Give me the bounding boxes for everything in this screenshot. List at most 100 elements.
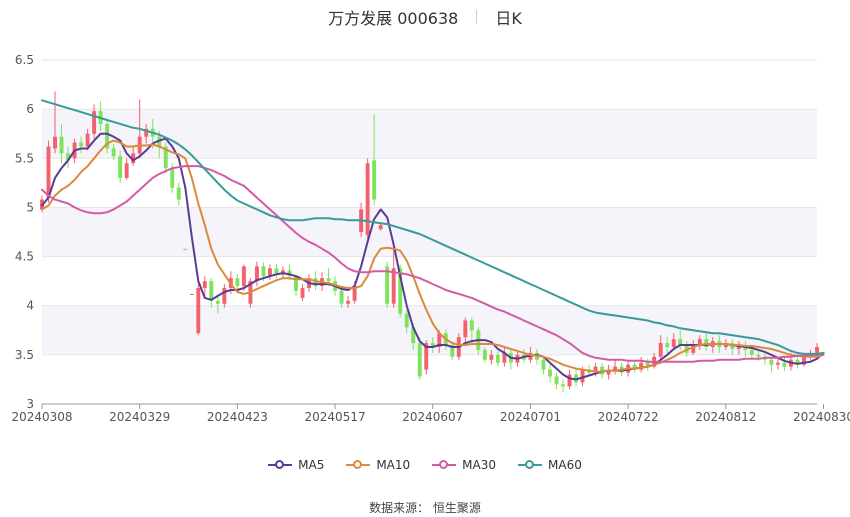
legend-item-ma5[interactable]: MA5 <box>268 458 324 472</box>
candle-body <box>678 339 683 346</box>
candle-body <box>489 354 494 360</box>
candle-body <box>632 364 637 370</box>
y-tick-label: 5.5 <box>15 151 34 165</box>
candle-body <box>378 225 383 230</box>
candle-body <box>775 362 780 365</box>
candle-body <box>85 133 90 147</box>
candle-body <box>326 278 331 282</box>
title-separator <box>476 10 478 24</box>
candle-body <box>463 320 468 338</box>
candle-body <box>352 286 357 301</box>
candle-body <box>469 320 474 331</box>
candle-body <box>593 366 598 373</box>
candle-body <box>450 345 455 357</box>
candle-body <box>105 123 110 149</box>
candle-body <box>495 354 500 363</box>
candle-body <box>267 268 272 277</box>
legend-item-ma30[interactable]: MA30 <box>432 458 496 472</box>
candle-body <box>111 148 116 157</box>
candle-body <box>600 366 605 375</box>
candle-body <box>749 349 754 355</box>
x-tick-label: 20240517 <box>305 410 366 424</box>
candle-body <box>391 268 396 304</box>
candle-body <box>346 300 351 304</box>
y-tick-label: 4 <box>26 299 34 313</box>
candle-body <box>79 142 84 147</box>
candle-body <box>294 276 298 291</box>
candle-body <box>124 163 129 178</box>
legend-label-ma10: MA10 <box>376 458 411 472</box>
candle-body <box>502 352 507 363</box>
legend-item-ma60[interactable]: MA60 <box>518 458 582 472</box>
candle-body <box>53 136 57 149</box>
ma5-legend-icon <box>268 459 293 471</box>
y-tick-label: 3 <box>26 397 34 411</box>
candle-body <box>411 327 416 344</box>
candle-body <box>300 288 305 298</box>
candle-body <box>723 343 728 347</box>
candle-body <box>430 343 435 347</box>
x-tick-label: 20240722 <box>598 410 659 424</box>
data-source: 数据来源： 恒生聚源 <box>369 501 481 515</box>
x-tick-label: 20240830 <box>793 410 850 424</box>
grid-band <box>42 207 817 257</box>
candle-body <box>176 187 181 200</box>
candle-body <box>66 153 71 161</box>
candle-body <box>163 146 168 169</box>
candle-body <box>274 268 279 275</box>
candle-body <box>671 339 676 347</box>
y-tick-label: 5 <box>26 200 34 214</box>
candle-body <box>92 111 97 134</box>
x-tick-label: 20240423 <box>207 410 268 424</box>
candle-body <box>756 354 761 357</box>
candle-body <box>606 369 611 375</box>
candle-body <box>815 346 819 353</box>
legend-label-ma60: MA60 <box>548 458 582 472</box>
candle-body <box>567 374 572 387</box>
candle-body <box>170 168 175 188</box>
candle-body <box>554 376 559 385</box>
ma10-line <box>41 139 825 373</box>
candle-body <box>209 281 214 301</box>
candle-body <box>281 270 285 275</box>
candle-body <box>385 266 390 304</box>
candle-body <box>118 156 123 178</box>
grid-band <box>42 109 817 159</box>
candle-body <box>691 345 696 353</box>
candle-body <box>131 153 136 164</box>
candle-body <box>697 339 702 346</box>
candle-body <box>404 313 409 328</box>
candle-body <box>183 248 188 250</box>
candle-body <box>561 384 565 387</box>
candle-body <box>144 128 149 137</box>
legend-item-ma10[interactable]: MA10 <box>346 458 410 472</box>
candle-body <box>665 343 670 347</box>
candle-body <box>782 362 787 367</box>
candle-body <box>769 359 774 365</box>
period-label: 日K <box>495 9 522 28</box>
candle-body <box>541 359 546 370</box>
candle-body <box>365 163 370 235</box>
y-tick-label: 6 <box>26 102 34 116</box>
legend-label-ma5: MA5 <box>298 458 325 472</box>
y-tick-label: 4.5 <box>15 250 34 264</box>
chart-legend: MA5 MA10 MA30 MA60 <box>0 458 850 472</box>
candle-body <box>372 160 377 200</box>
ma30-line <box>41 165 825 363</box>
candle-body <box>580 369 585 383</box>
candle-body <box>46 146 51 198</box>
candle-body <box>795 359 800 365</box>
x-tick-label: 20240812 <box>695 410 756 424</box>
x-tick-label: 20240607 <box>402 410 463 424</box>
candle-body <box>548 369 552 377</box>
candle-body <box>59 136 64 154</box>
candle-body <box>287 270 292 277</box>
candle-body <box>241 266 246 287</box>
candlestick-chart: 3 3.5 4 4.5 5 5.5 6 6.5 20240308 20240329 20240423… <box>11 53 850 424</box>
candle-body <box>215 300 220 304</box>
x-tick-label: 20240308 <box>11 410 72 424</box>
ma60-legend-icon <box>518 459 543 471</box>
y-tick-label: 6.5 <box>15 53 34 67</box>
candle-body <box>417 343 422 377</box>
candle-body <box>196 288 201 334</box>
